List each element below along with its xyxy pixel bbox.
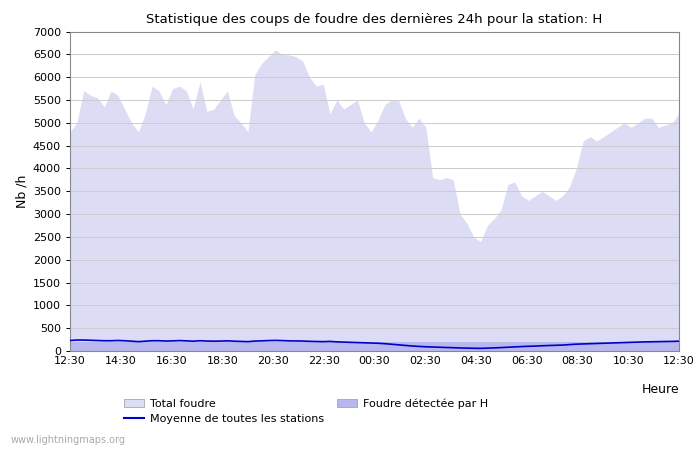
Title: Statistique des coups de foudre des dernières 24h pour la station: H: Statistique des coups de foudre des dern…	[146, 13, 603, 26]
Text: Heure: Heure	[641, 383, 679, 396]
Text: www.lightningmaps.org: www.lightningmaps.org	[10, 435, 125, 445]
Legend: Total foudre, Moyenne de toutes les stations, Foudre détectée par H: Total foudre, Moyenne de toutes les stat…	[125, 398, 488, 424]
Y-axis label: Nb /h: Nb /h	[15, 175, 29, 208]
